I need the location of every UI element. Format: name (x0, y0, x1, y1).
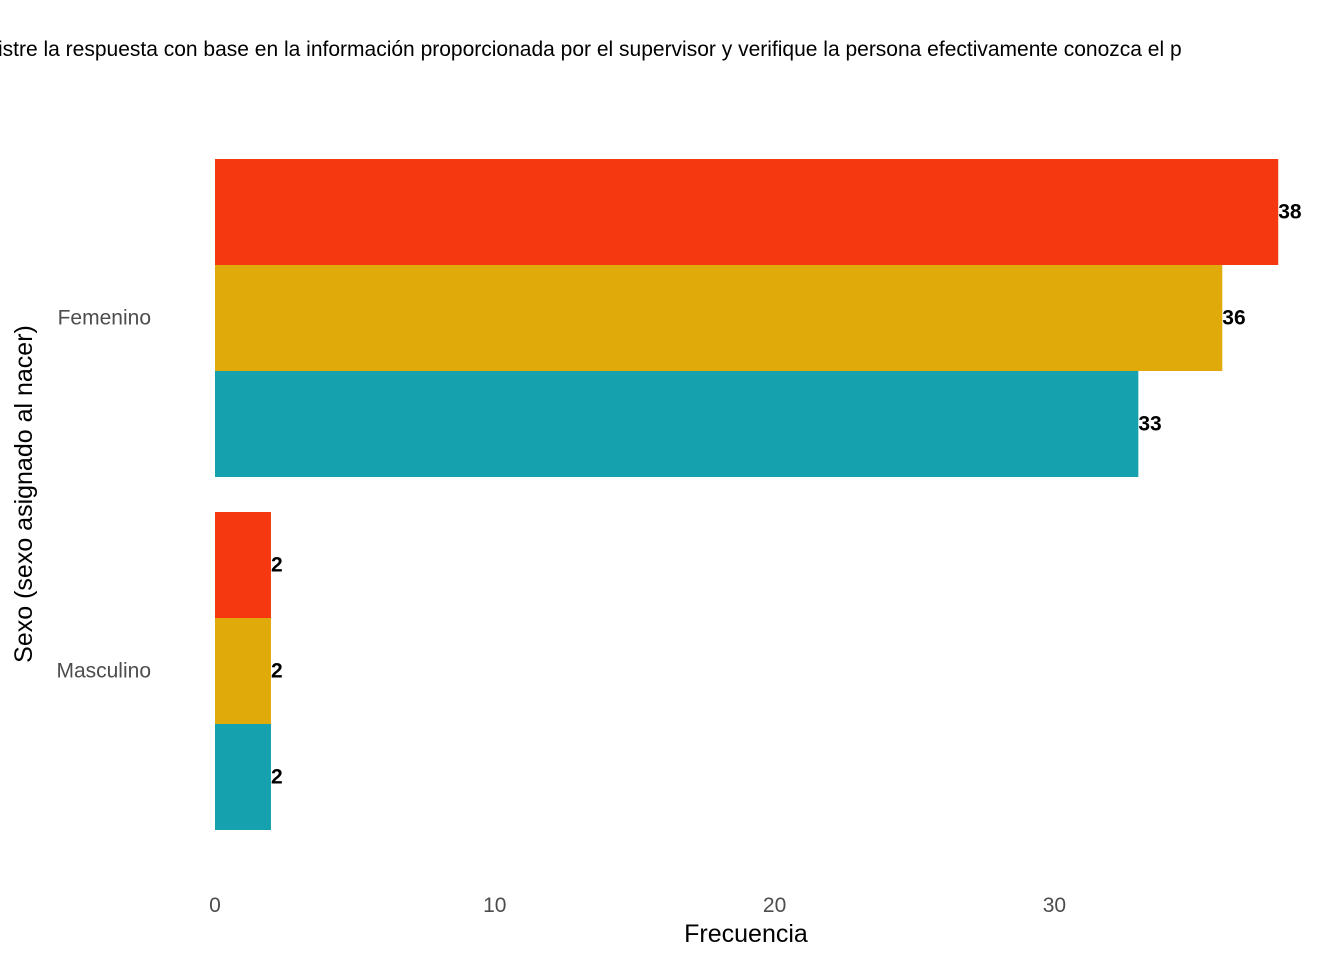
x-tick-labels-layer: 0 10 20 30 (209, 894, 1066, 917)
y-axis-title: Sexo (sexo asignado al nacer) (10, 325, 38, 663)
data-label: 2 (271, 660, 283, 683)
bar-masculino-3 (215, 724, 271, 830)
data-label: 33 (1138, 413, 1161, 436)
bar-femenino-3 (215, 371, 1139, 477)
data-label: 2 (271, 766, 283, 789)
chart-title: istre la respuesta con base en la inform… (0, 38, 1182, 61)
data-label: 36 (1222, 307, 1245, 330)
bar-masculino-2 (215, 618, 271, 724)
x-tick-label: 0 (209, 894, 221, 917)
data-label: 38 (1278, 201, 1302, 224)
data-labels-layer: 38 36 33 2 2 2 (271, 201, 1302, 789)
category-labels-layer: Femenino Masculino (56, 307, 151, 683)
bars-layer (215, 159, 1279, 830)
data-label: 2 (271, 554, 283, 577)
category-label-masculino: Masculino (56, 660, 151, 683)
bar-masculino-1 (215, 512, 271, 618)
x-tick-label: 10 (483, 894, 506, 917)
x-axis-title: Frecuencia (684, 920, 808, 948)
bar-femenino-1 (215, 159, 1279, 265)
x-tick-label: 20 (763, 894, 786, 917)
category-label-femenino: Femenino (58, 307, 151, 330)
bar-femenino-2 (215, 265, 1223, 371)
x-tick-label: 30 (1043, 894, 1066, 917)
